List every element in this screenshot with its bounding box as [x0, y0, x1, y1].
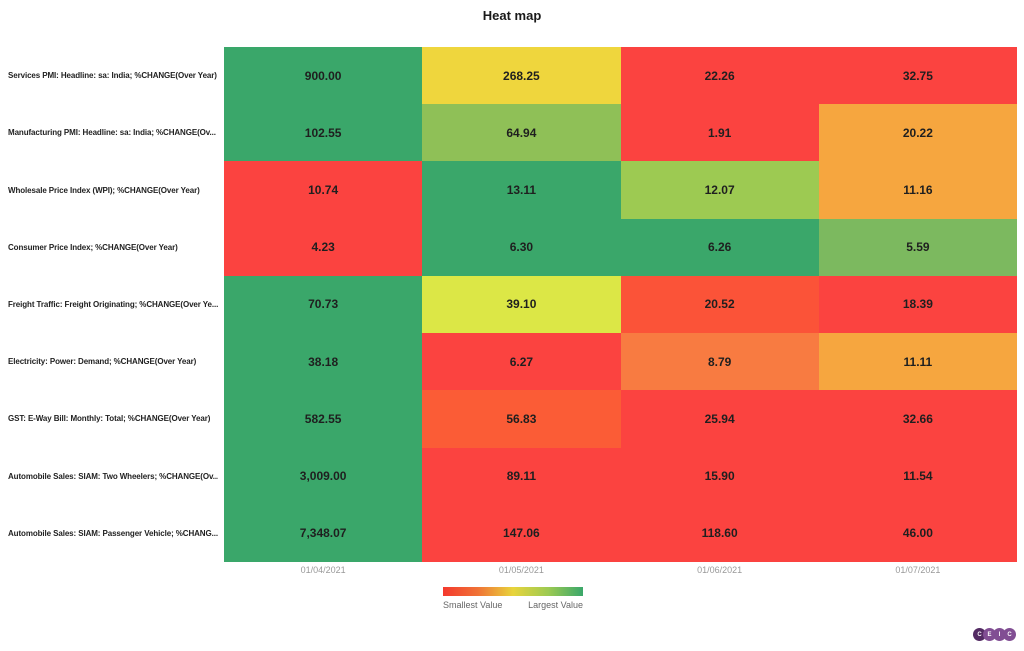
chart-title: Heat map: [482, 8, 542, 23]
heatmap-cell[interactable]: 38.18: [224, 333, 423, 391]
heatmap-cell[interactable]: 900.00: [224, 47, 423, 105]
heatmap-cell[interactable]: 102.55: [224, 104, 423, 162]
color-legend: Smallest Value Largest Value: [443, 587, 583, 610]
heatmap-cell[interactable]: 18.39: [818, 275, 1017, 334]
heatmap-cell[interactable]: 22.26: [620, 47, 819, 105]
heatmap-cell[interactable]: 118.60: [620, 504, 819, 562]
heatmap-cell[interactable]: 39.10: [422, 275, 621, 334]
row-label: Automobile Sales: SIAM: Passenger Vehicl…: [8, 528, 218, 538]
heatmap-cell[interactable]: 46.00: [818, 504, 1017, 562]
heatmap-cell[interactable]: 15.90: [620, 447, 819, 505]
row-label: Consumer Price Index; %CHANGE(Over Year): [8, 242, 178, 252]
heatmap-cell[interactable]: 3,009.00: [224, 447, 423, 505]
legend-largest-label: Largest Value: [528, 600, 583, 610]
heatmap-cell[interactable]: 32.75: [818, 47, 1017, 105]
heatmap-cell[interactable]: 1.91: [620, 104, 819, 162]
logo-letter-circle: I: [993, 628, 1006, 641]
x-axis-label: 01/05/2021: [498, 565, 544, 575]
heatmap-cell[interactable]: 13.11: [422, 161, 621, 219]
legend-gradient-bar: [443, 587, 583, 596]
row-label: Manufacturing PMI: Headline: sa: India; …: [8, 128, 216, 138]
heatmap-cell[interactable]: 11.54: [818, 447, 1017, 505]
heatmap-cell[interactable]: 11.11: [818, 333, 1017, 391]
heatmap-cell[interactable]: 268.25: [422, 47, 621, 105]
heatmap-cell[interactable]: 5.59: [818, 218, 1017, 276]
heatmap-cell[interactable]: 20.22: [818, 104, 1017, 162]
logo-letter-circle: E: [983, 628, 996, 641]
row-label: Automobile Sales: SIAM: Two Wheelers; %C…: [8, 471, 218, 481]
logo-letter-circle: C: [1003, 628, 1016, 641]
heatmap-cell[interactable]: 20.52: [620, 275, 819, 334]
heatmap-cell[interactable]: 147.06: [422, 504, 621, 562]
row-label: Services PMI: Headline: sa: India; %CHAN…: [8, 71, 217, 81]
heatmap-cell[interactable]: 89.11: [422, 447, 621, 505]
x-axis-labels: 01/04/2021 01/05/2021 01/06/2021 01/07/2021: [224, 565, 1017, 579]
heatmap-cell[interactable]: 582.55: [224, 390, 423, 448]
heatmap-cell[interactable]: 64.94: [422, 104, 621, 162]
row-label: GST: E-Way Bill: Monthly: Total; %CHANGE…: [8, 414, 211, 424]
heatmap-grid: 900.00 268.25 22.26 32.75 102.55 64.94 1.91 20.…: [224, 47, 1017, 562]
heatmap-cell[interactable]: 56.83: [422, 390, 621, 448]
x-axis-label: 01/04/2021: [300, 565, 346, 575]
heatmap-cell[interactable]: 70.73: [224, 275, 423, 334]
heatmap-cell[interactable]: 25.94: [620, 390, 819, 448]
y-axis-labels: Services PMI: Headline: sa: India; %CHAN…: [8, 47, 218, 562]
x-axis-label: 01/07/2021: [895, 565, 941, 575]
logo-letter-circle: C: [973, 628, 986, 641]
heatmap-cell[interactable]: 4.23: [224, 218, 423, 276]
row-label: Freight Traffic: Freight Originating; %C…: [8, 299, 218, 309]
heatmap-cell[interactable]: 7,348.07: [224, 504, 423, 562]
heatmap-cell[interactable]: 6.26: [620, 218, 819, 276]
heatmap-cell[interactable]: 10.74: [224, 161, 423, 219]
row-label: Electricity: Power: Demand; %CHANGE(Over…: [8, 357, 197, 367]
heatmap-cell[interactable]: 11.16: [818, 161, 1017, 219]
heatmap-cell[interactable]: 6.27: [422, 333, 621, 391]
legend-smallest-label: Smallest Value: [443, 600, 503, 610]
heatmap-cell[interactable]: 32.66: [818, 390, 1017, 448]
heatmap-cell[interactable]: 6.30: [422, 218, 621, 276]
row-label: Wholesale Price Index (WPI); %CHANGE(Ove…: [8, 185, 200, 195]
heatmap-cell[interactable]: 12.07: [620, 161, 819, 219]
x-axis-label: 01/06/2021: [697, 565, 743, 575]
heatmap-cell[interactable]: 8.79: [620, 333, 819, 391]
